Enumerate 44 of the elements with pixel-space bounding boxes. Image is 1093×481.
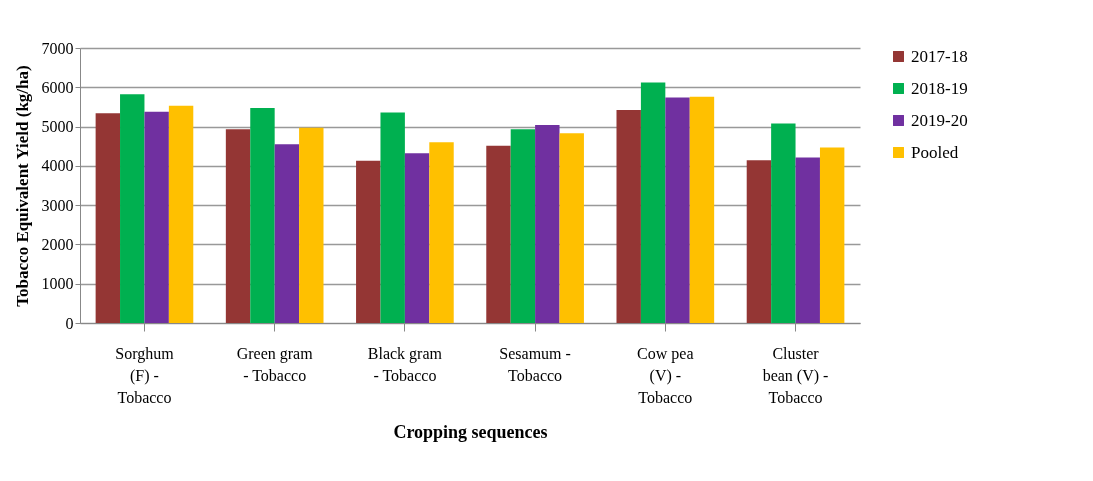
x-tick-label: Sorghum (F) - Tobacco bbox=[115, 344, 175, 406]
bar bbox=[95, 113, 121, 323]
y-tick-label: 0 bbox=[65, 314, 74, 332]
x-tick-label: Black gram - Tobacco bbox=[367, 344, 443, 384]
y-tick-label: 6000 bbox=[41, 78, 74, 96]
bar bbox=[274, 144, 300, 323]
bar bbox=[380, 112, 405, 323]
x-tick-label: Sesamum - Tobacco bbox=[499, 344, 571, 384]
bar bbox=[144, 111, 169, 323]
bar bbox=[404, 153, 430, 323]
x-tick-label: Green gram - Tobacco bbox=[236, 344, 314, 384]
bar bbox=[771, 123, 796, 323]
y-tick-label: 4000 bbox=[41, 157, 74, 175]
bar bbox=[535, 125, 560, 323]
bar bbox=[819, 147, 845, 323]
y-tick-label: 5000 bbox=[41, 118, 74, 136]
x-axis-title: Cropping sequences bbox=[393, 421, 548, 442]
bar bbox=[356, 160, 381, 323]
bar bbox=[746, 160, 772, 323]
bar bbox=[640, 82, 666, 323]
legend-label: 2017-18 bbox=[911, 46, 968, 66]
bar bbox=[250, 108, 275, 323]
y-tick-label: 2000 bbox=[41, 235, 74, 253]
x-tick-label: Cluster bean (V) - Tobacco bbox=[762, 344, 829, 406]
bar bbox=[429, 142, 454, 323]
bar bbox=[795, 157, 820, 323]
bar bbox=[510, 129, 536, 323]
bar bbox=[120, 94, 145, 323]
bar bbox=[168, 105, 194, 323]
x-tick-label: Cow pea (V) - Tobacco bbox=[637, 344, 694, 406]
bar bbox=[559, 133, 584, 323]
legend-label: 2018-19 bbox=[911, 78, 968, 98]
legend-label: Pooled bbox=[911, 142, 959, 162]
bar bbox=[486, 145, 511, 323]
y-axis-title: Tobacco Equivalent Yield (kg/ha) bbox=[12, 65, 32, 307]
legend-label: 2019-20 bbox=[911, 110, 968, 130]
y-tick-label: 3000 bbox=[41, 196, 74, 214]
bar bbox=[616, 110, 641, 323]
bar bbox=[225, 129, 251, 323]
y-tick-label: 1000 bbox=[41, 275, 74, 293]
bar bbox=[665, 97, 690, 323]
bar bbox=[299, 127, 324, 323]
bar bbox=[689, 96, 715, 323]
y-tick-label: 7000 bbox=[41, 39, 74, 57]
